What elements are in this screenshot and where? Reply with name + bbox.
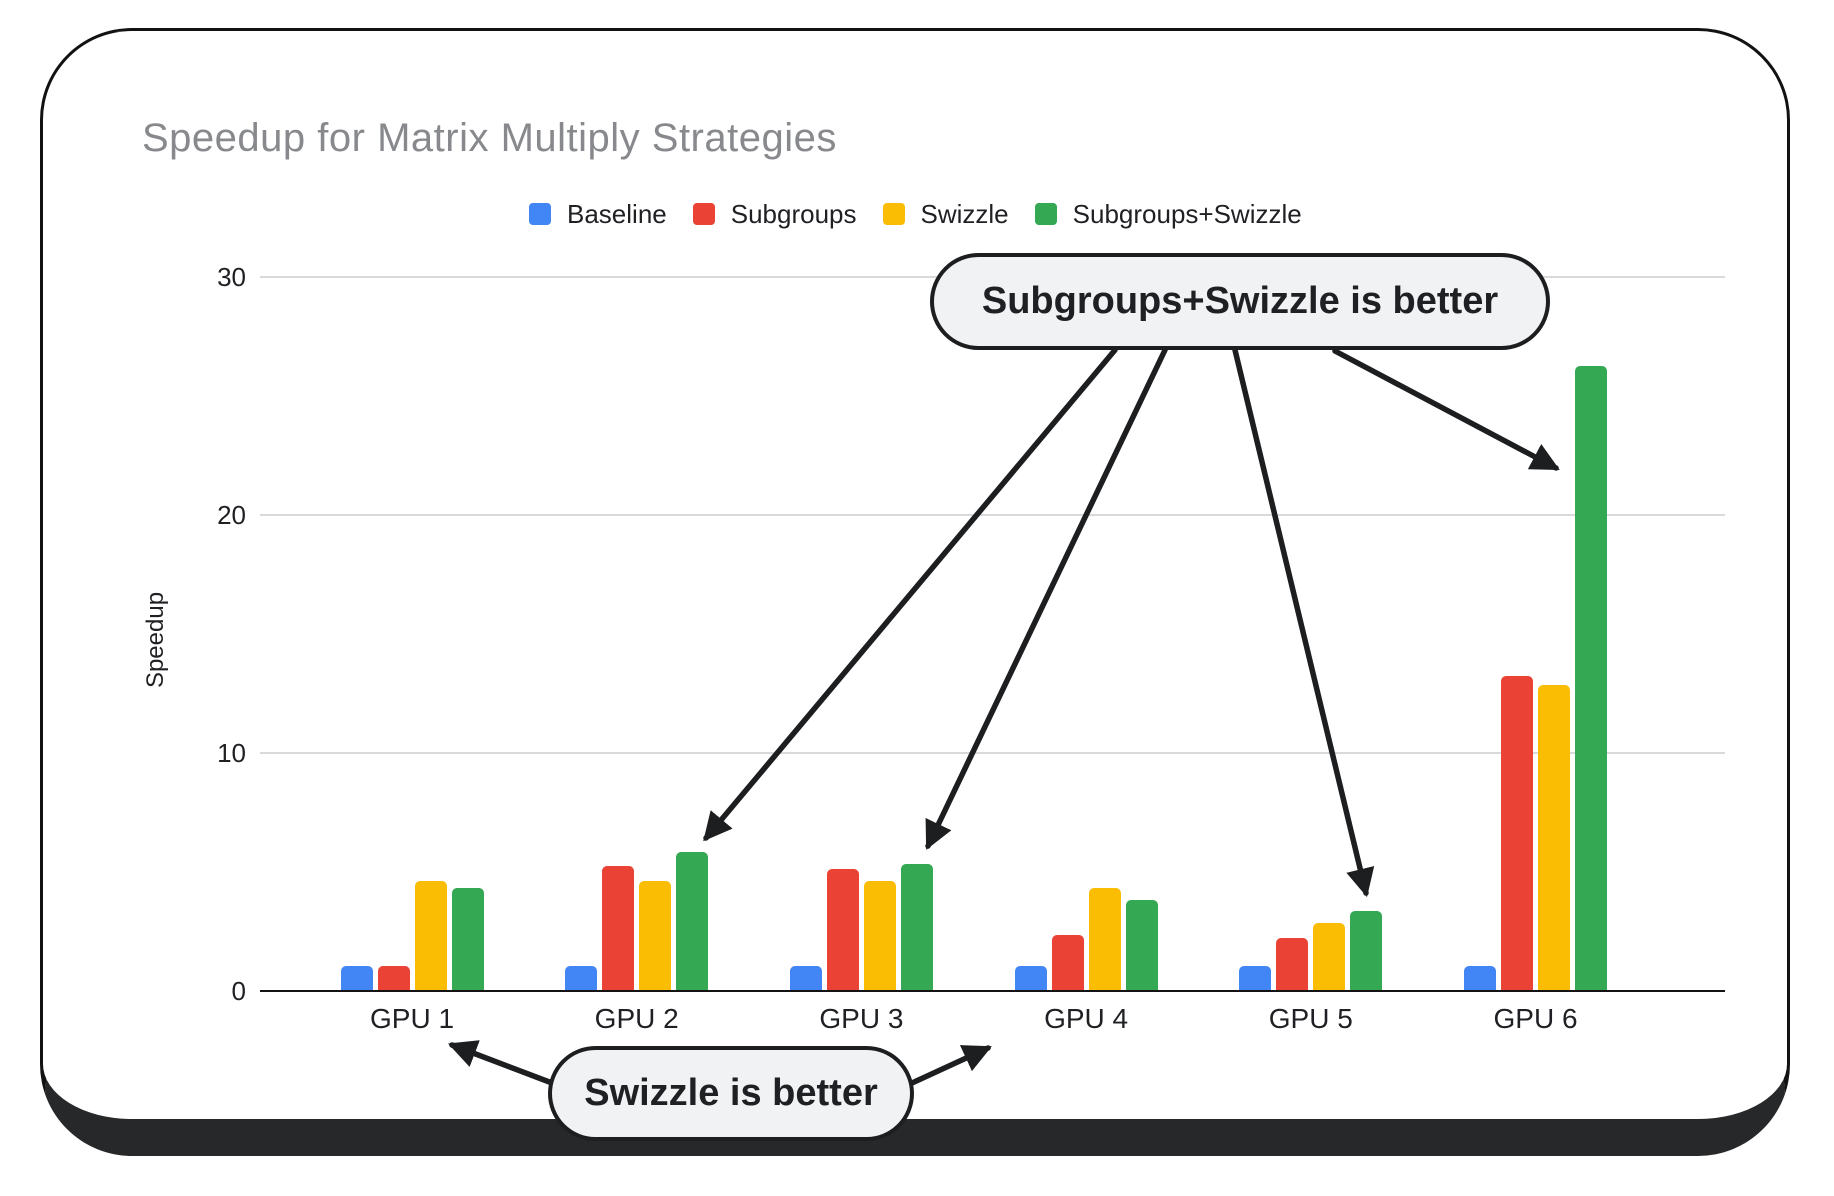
bar-gpu3-subgroups	[827, 869, 859, 990]
bar-gpu1-swizzle	[415, 881, 447, 990]
y-tick-label-10: 10	[217, 738, 246, 768]
bar-gpu4-swizzle	[1089, 888, 1121, 990]
bar-gpu6-subgroups-swizzle	[1575, 366, 1607, 990]
bar-gpu6-baseline	[1464, 966, 1496, 990]
y-axis-title: Speedup	[142, 591, 169, 689]
x-tick-label-gpu1: GPU 1	[369, 1003, 455, 1034]
bar-gpu2-baseline	[565, 966, 597, 990]
bar-gpu1-subgroups-swizzle	[452, 888, 484, 990]
legend-swatch-icon	[1034, 203, 1057, 225]
bar-gpu4-subgroups	[1052, 935, 1084, 990]
x-tick-label-gpu2: GPU 2	[594, 1003, 679, 1034]
legend-swatch-icon	[529, 203, 551, 225]
y-tick-label-0: 0	[231, 976, 246, 1006]
bar-gpu2-subgroups-swizzle	[676, 852, 708, 990]
legend-item-subgroups: Subgroups	[692, 198, 857, 230]
x-tick-label-gpu3: GPU 3	[819, 1003, 904, 1034]
legend-label: Swizzle	[920, 198, 1009, 229]
bar-gpu5-baseline	[1239, 966, 1271, 990]
y-tick-label-20: 20	[217, 500, 246, 530]
x-axis-line	[260, 990, 1725, 992]
y-tick-label-30: 30	[217, 262, 246, 292]
bar-gpu1-subgroups	[378, 966, 410, 990]
callout-swizzle-is-better: Swizzle is better	[548, 1046, 914, 1141]
bar-gpu1-baseline	[341, 966, 373, 990]
bar-gpu4-subgroups-swizzle	[1126, 900, 1158, 990]
bar-gpu2-swizzle	[639, 881, 671, 990]
legend-swatch-icon	[692, 203, 715, 225]
bar-gpu3-baseline	[790, 966, 822, 990]
legend-item-subgroups-swizzle: Subgroups+Swizzle	[1034, 198, 1302, 230]
bar-gpu6-swizzle	[1538, 685, 1570, 990]
bar-gpu5-swizzle	[1313, 923, 1345, 990]
x-tick-label-gpu4: GPU 4	[1044, 1003, 1129, 1034]
bar-gpu6-subgroups	[1501, 676, 1533, 990]
bar-gpu4-baseline	[1015, 966, 1047, 990]
bar-gpu5-subgroups	[1276, 938, 1308, 990]
legend-swatch-icon	[882, 203, 905, 225]
bar-gpu3-subgroups-swizzle	[901, 864, 933, 990]
legend-label: Baseline	[567, 198, 667, 229]
bar-gpu2-subgroups	[602, 866, 634, 990]
gridline-y20	[260, 514, 1725, 516]
bar-gpu5-subgroups-swizzle	[1350, 911, 1382, 990]
x-tick-label-gpu5: GPU 5	[1268, 1003, 1353, 1034]
legend-item-swizzle: Swizzle	[882, 198, 1009, 230]
callout-subgroups-swizzle-is-better: Subgroups+Swizzle is better	[930, 253, 1550, 350]
chart-legend: Baseline Subgroups Swizzle Subgroups+Swizzl…	[529, 198, 1302, 230]
legend-label: Subgroups+Swizzle	[1072, 198, 1302, 229]
legend-item-baseline: Baseline	[529, 199, 667, 230]
bar-gpu3-swizzle	[864, 881, 896, 990]
legend-label: Subgroups	[730, 198, 857, 229]
x-tick-label-gpu6: GPU 6	[1493, 1003, 1578, 1034]
chart-title: Speedup for Matrix Multiply Strategies	[142, 116, 837, 160]
